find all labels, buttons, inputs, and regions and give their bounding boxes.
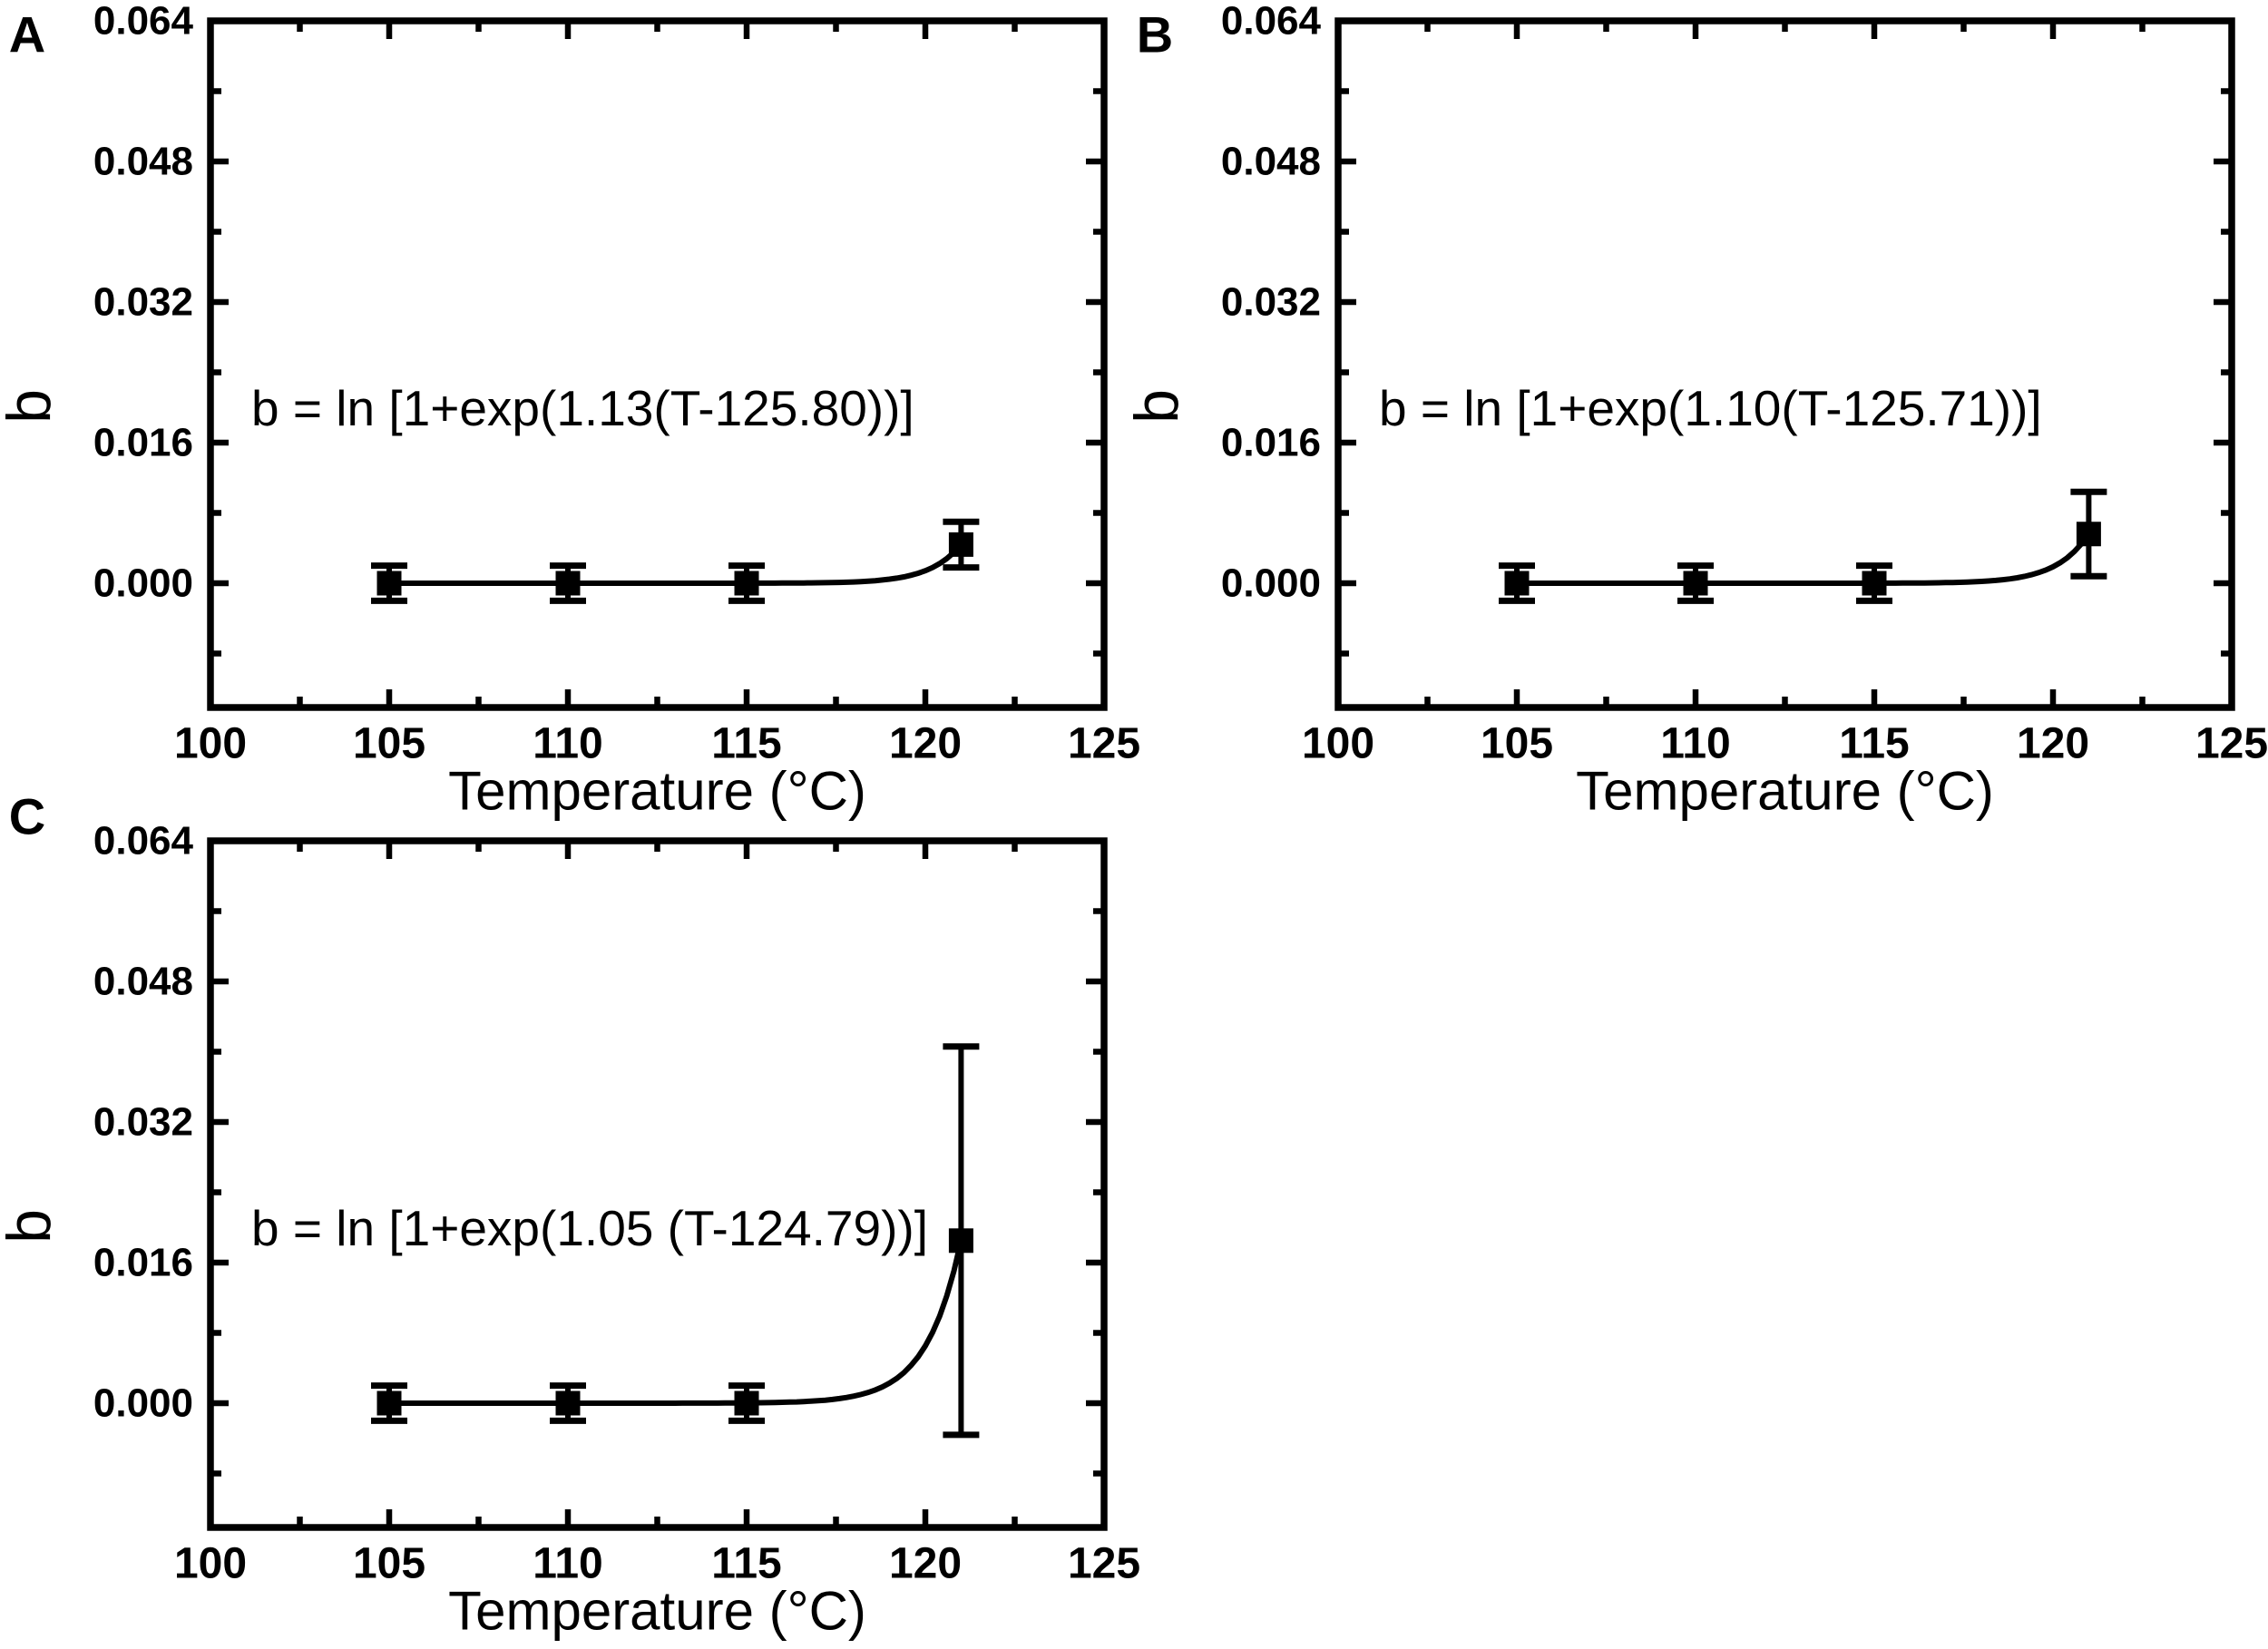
data-point-marker [948, 532, 973, 557]
x-tick-label: 100 [1302, 720, 1374, 768]
y-tick-label: 0.064 [93, 819, 194, 864]
x-tick-label: 110 [533, 720, 602, 768]
x-tick-label: 100 [174, 720, 247, 768]
x-axis-title-B: Temperature (°C) [1576, 760, 1994, 822]
fit-equation-B: b = ln [1+exp(1.10(T-125.71))] [1379, 380, 2042, 436]
y-axis-title-A: b [0, 389, 64, 424]
data-point-marker [734, 571, 759, 596]
y-tick-label: 0.048 [93, 960, 193, 1004]
x-tick-label: 115 [711, 1540, 781, 1588]
y-tick-label: 0.016 [93, 421, 193, 465]
x-tick-label: 100 [174, 1540, 247, 1588]
x-tick-label: 125 [1068, 720, 1140, 768]
data-point-marker [555, 1390, 581, 1416]
x-tick-label: 110 [533, 1540, 602, 1588]
fit-equation-A: b = ln [1+exp(1.13(T-125.80))] [251, 380, 914, 436]
x-tick-label: 120 [889, 720, 962, 768]
y-tick-label: 0.032 [93, 280, 193, 325]
y-tick-label: 0.016 [93, 1241, 193, 1285]
y-tick-label: 0.000 [93, 561, 193, 606]
x-tick-label: 115 [711, 720, 781, 768]
x-tick-label: 125 [1068, 1540, 1140, 1588]
plot-frame-A [207, 17, 1108, 711]
y-tick-label: 0.032 [93, 1100, 193, 1145]
y-tick-label: 0.000 [93, 1381, 193, 1426]
x-tick-label: 115 [1839, 720, 1909, 768]
x-tick-label: 105 [353, 1540, 425, 1588]
x-tick-label: 120 [2017, 720, 2089, 768]
x-axis-title-A: Temperature (°C) [448, 760, 866, 822]
panel-label-A: A [8, 5, 46, 63]
x-tick-label: 105 [1481, 720, 1553, 768]
x-tick-label: 120 [889, 1540, 962, 1588]
y-tick-label: 0.032 [1221, 280, 1321, 325]
fit-curve-C [389, 1239, 964, 1406]
data-point-marker [555, 571, 581, 596]
y-tick-label: 0.048 [93, 140, 193, 184]
y-axis-title-B: b [1122, 389, 1191, 424]
fit-curve-B [1517, 532, 2091, 586]
data-point-marker [2076, 522, 2101, 547]
data-point-marker [376, 571, 402, 596]
panel-label-C: C [8, 787, 46, 845]
x-tick-label: 110 [1660, 720, 1730, 768]
fit-equation-C: b = ln [1+exp(1.05 (T-124.79))] [251, 1200, 928, 1256]
y-tick-label: 0.016 [1221, 421, 1321, 465]
y-axis-title-C: b [0, 1209, 64, 1244]
plot-frame-B [1334, 17, 2235, 711]
y-tick-label: 0.048 [1221, 140, 1321, 184]
fit-curve-A [389, 542, 963, 586]
x-tick-label: 125 [2195, 720, 2268, 768]
data-point-marker [1504, 571, 1530, 596]
panel-label-B: B [1136, 5, 1174, 63]
y-tick-label: 0.064 [93, 0, 194, 44]
data-point-marker [734, 1390, 759, 1416]
data-point-marker [948, 1228, 973, 1254]
plot-frame-C [207, 837, 1108, 1531]
data-point-marker [1862, 571, 1887, 596]
data-point-marker [1683, 571, 1708, 596]
y-tick-label: 0.064 [1221, 0, 1322, 44]
data-point-marker [376, 1390, 402, 1416]
x-tick-label: 105 [353, 720, 425, 768]
x-axis-title-C: Temperature (°C) [448, 1580, 866, 1642]
y-tick-label: 0.000 [1221, 561, 1321, 606]
